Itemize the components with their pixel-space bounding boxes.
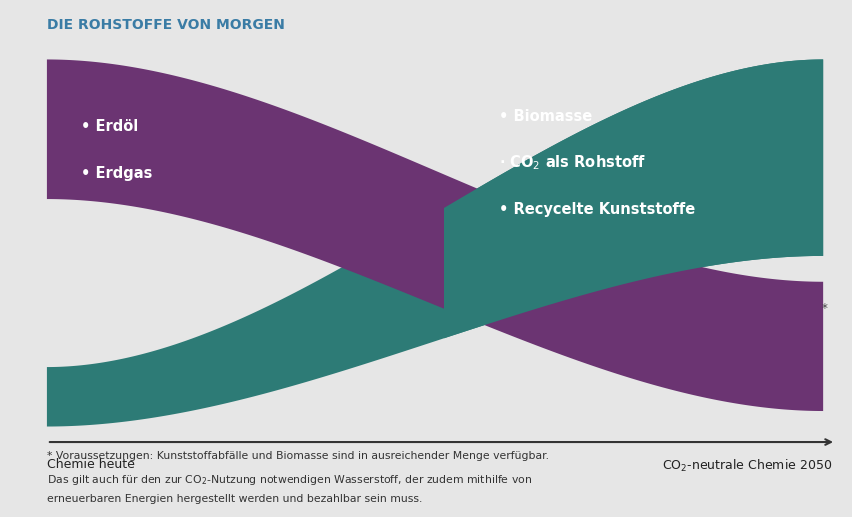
Text: DIE ROHSTOFFE VON MORGEN: DIE ROHSTOFFE VON MORGEN [47, 18, 285, 32]
Bar [443, 49, 839, 437]
Text: $\mathregular{CO_2}$-neutrale Chemie 2050: $\mathregular{CO_2}$-neutrale Chemie 205… [661, 458, 831, 474]
Text: erneuerbaren Energien hergestellt werden und bezahlbar sein muss.: erneuerbaren Energien hergestellt werden… [47, 494, 422, 504]
Text: *: * [820, 302, 826, 315]
Text: • Biomasse: • Biomasse [498, 109, 591, 124]
Text: Chemie heute: Chemie heute [47, 458, 135, 470]
Polygon shape [47, 59, 822, 411]
Text: * Voraussetzungen: Kunststoffabfälle und Biomasse sind in ausreichender Menge ve: * Voraussetzungen: Kunststoffabfälle und… [47, 451, 549, 461]
Polygon shape [47, 59, 822, 427]
Text: Das gilt auch für den zur CO$_2$-Nutzung notwendigen Wasserstoff, der zudem mith: Das gilt auch für den zur CO$_2$-Nutzung… [47, 473, 532, 486]
Text: • Erdgas: • Erdgas [81, 165, 153, 181]
Text: $\mathregular{\bullet}$ CO$_2$ als Rohstoff: $\mathregular{\bullet}$ CO$_2$ als Rohst… [498, 154, 645, 172]
Text: • Recycelte Kunststoffe: • Recycelte Kunststoffe [498, 202, 694, 217]
Polygon shape [47, 59, 822, 427]
Text: • Erdöl: • Erdöl [81, 119, 138, 134]
